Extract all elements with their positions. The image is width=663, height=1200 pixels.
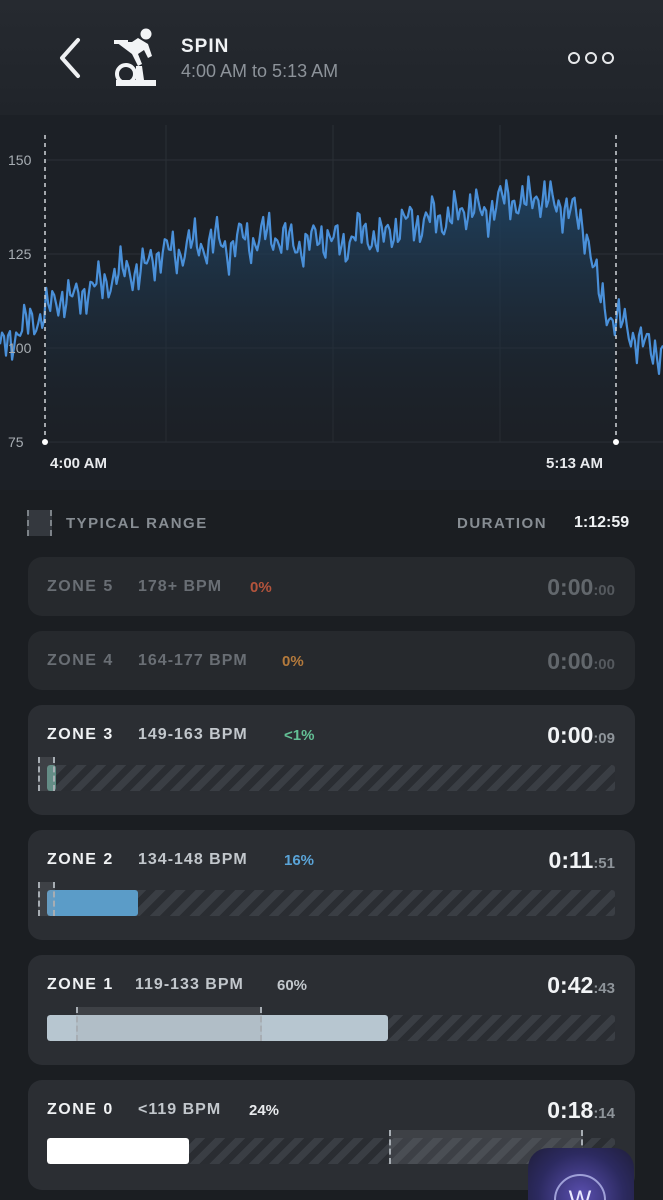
zone-bpm: 134-148 BPM — [138, 851, 248, 868]
zone-progress-fill — [47, 1015, 388, 1041]
zone-time: 0:00:00 — [547, 574, 615, 600]
typical-range-marker — [38, 757, 55, 791]
heart-rate-area — [45, 176, 616, 442]
zone-percent: 16% — [284, 852, 315, 869]
x-tick-label-start: 4:00 AM — [50, 455, 107, 472]
zone-percent: 0% — [282, 653, 304, 670]
zone-percent: 24% — [249, 1102, 280, 1119]
zone-progress-fill — [47, 890, 138, 916]
zone-time: 0:18:14 — [547, 1097, 615, 1123]
y-tick-label: 75 — [8, 434, 24, 450]
zone-progress-track — [47, 765, 615, 791]
assistant-button[interactable]: W — [528, 1148, 634, 1200]
zone-progress-track — [47, 1015, 615, 1041]
assistant-icon: W — [554, 1174, 606, 1200]
chevron-left-icon[interactable] — [52, 34, 88, 82]
more-horizontal-icon[interactable] — [564, 48, 618, 68]
zone-card-1[interactable]: ZONE 1 119-133 BPM 60% 0:42:43 — [28, 955, 635, 1065]
y-tick-label: 125 — [8, 246, 32, 262]
zone-percent: 60% — [277, 977, 308, 994]
zone-progress-track — [47, 1138, 615, 1164]
duration-value: 1:12:59 — [574, 514, 630, 531]
y-tick-label: 150 — [8, 152, 32, 168]
zone-name: ZONE 5 — [47, 578, 114, 595]
duration-label: DURATION — [457, 515, 548, 532]
zone-bpm: 149-163 BPM — [138, 726, 248, 743]
heart-rate-chart: 150 125 100 75 4:00 AM 5:13 AM — [0, 115, 663, 490]
zone-name: ZONE 3 — [47, 726, 114, 743]
x-tick-label-end: 5:13 AM — [546, 455, 603, 472]
heart-rate-line — [0, 175, 663, 375]
stationary-bike-icon — [108, 28, 164, 88]
typical-range-swatch — [27, 510, 52, 536]
zone-name: ZONE 2 — [47, 851, 114, 868]
zone-card-5[interactable]: ZONE 5 178+ BPM 0% 0:00:00 — [28, 557, 635, 616]
typical-range-marker — [38, 882, 55, 916]
zone-bpm: 119-133 BPM — [135, 976, 244, 993]
time-range-subtitle: 4:00 AM to 5:13 AM — [181, 61, 339, 81]
header: SPIN 4:00 AM to 5:13 AM — [0, 0, 663, 115]
zone-card-3[interactable]: ZONE 3 149-163 BPM <1% 0:00:09 — [28, 705, 635, 815]
zone-progress-track — [47, 890, 615, 916]
typical-range-marker — [76, 1007, 262, 1041]
zone-time: 0:00:00 — [547, 648, 615, 674]
zone-name: ZONE 1 — [47, 976, 114, 993]
start-marker-dot — [42, 439, 48, 445]
zone-bpm: 164-177 BPM — [138, 652, 248, 669]
zone-time: 0:11:51 — [548, 847, 615, 873]
zone-bpm: <119 BPM — [138, 1101, 222, 1118]
zone-card-0[interactable]: ZONE 0 <119 BPM 24% 0:18:14 — [28, 1080, 635, 1190]
heart-rate-chart-svg — [0, 125, 663, 445]
zone-percent: 0% — [250, 579, 272, 596]
zone-time: 0:42:43 — [547, 972, 615, 998]
zone-card-2[interactable]: ZONE 2 134-148 BPM 16% 0:11:51 — [28, 830, 635, 940]
y-tick-label: 100 — [8, 340, 32, 356]
zone-name: ZONE 4 — [47, 652, 114, 669]
zone-percent: <1% — [284, 727, 315, 744]
end-marker-dot — [613, 439, 619, 445]
zone-progress-fill — [47, 1138, 189, 1164]
zone-card-4[interactable]: ZONE 4 164-177 BPM 0% 0:00:00 — [28, 631, 635, 690]
zone-time: 0:00:09 — [547, 722, 615, 748]
typical-range-label: TYPICAL RANGE — [66, 515, 208, 532]
zone-progress-fill — [47, 765, 56, 791]
page-title: SPIN — [181, 36, 230, 57]
zone-bpm: 178+ BPM — [138, 578, 223, 595]
zone-name: ZONE 0 — [47, 1101, 114, 1118]
